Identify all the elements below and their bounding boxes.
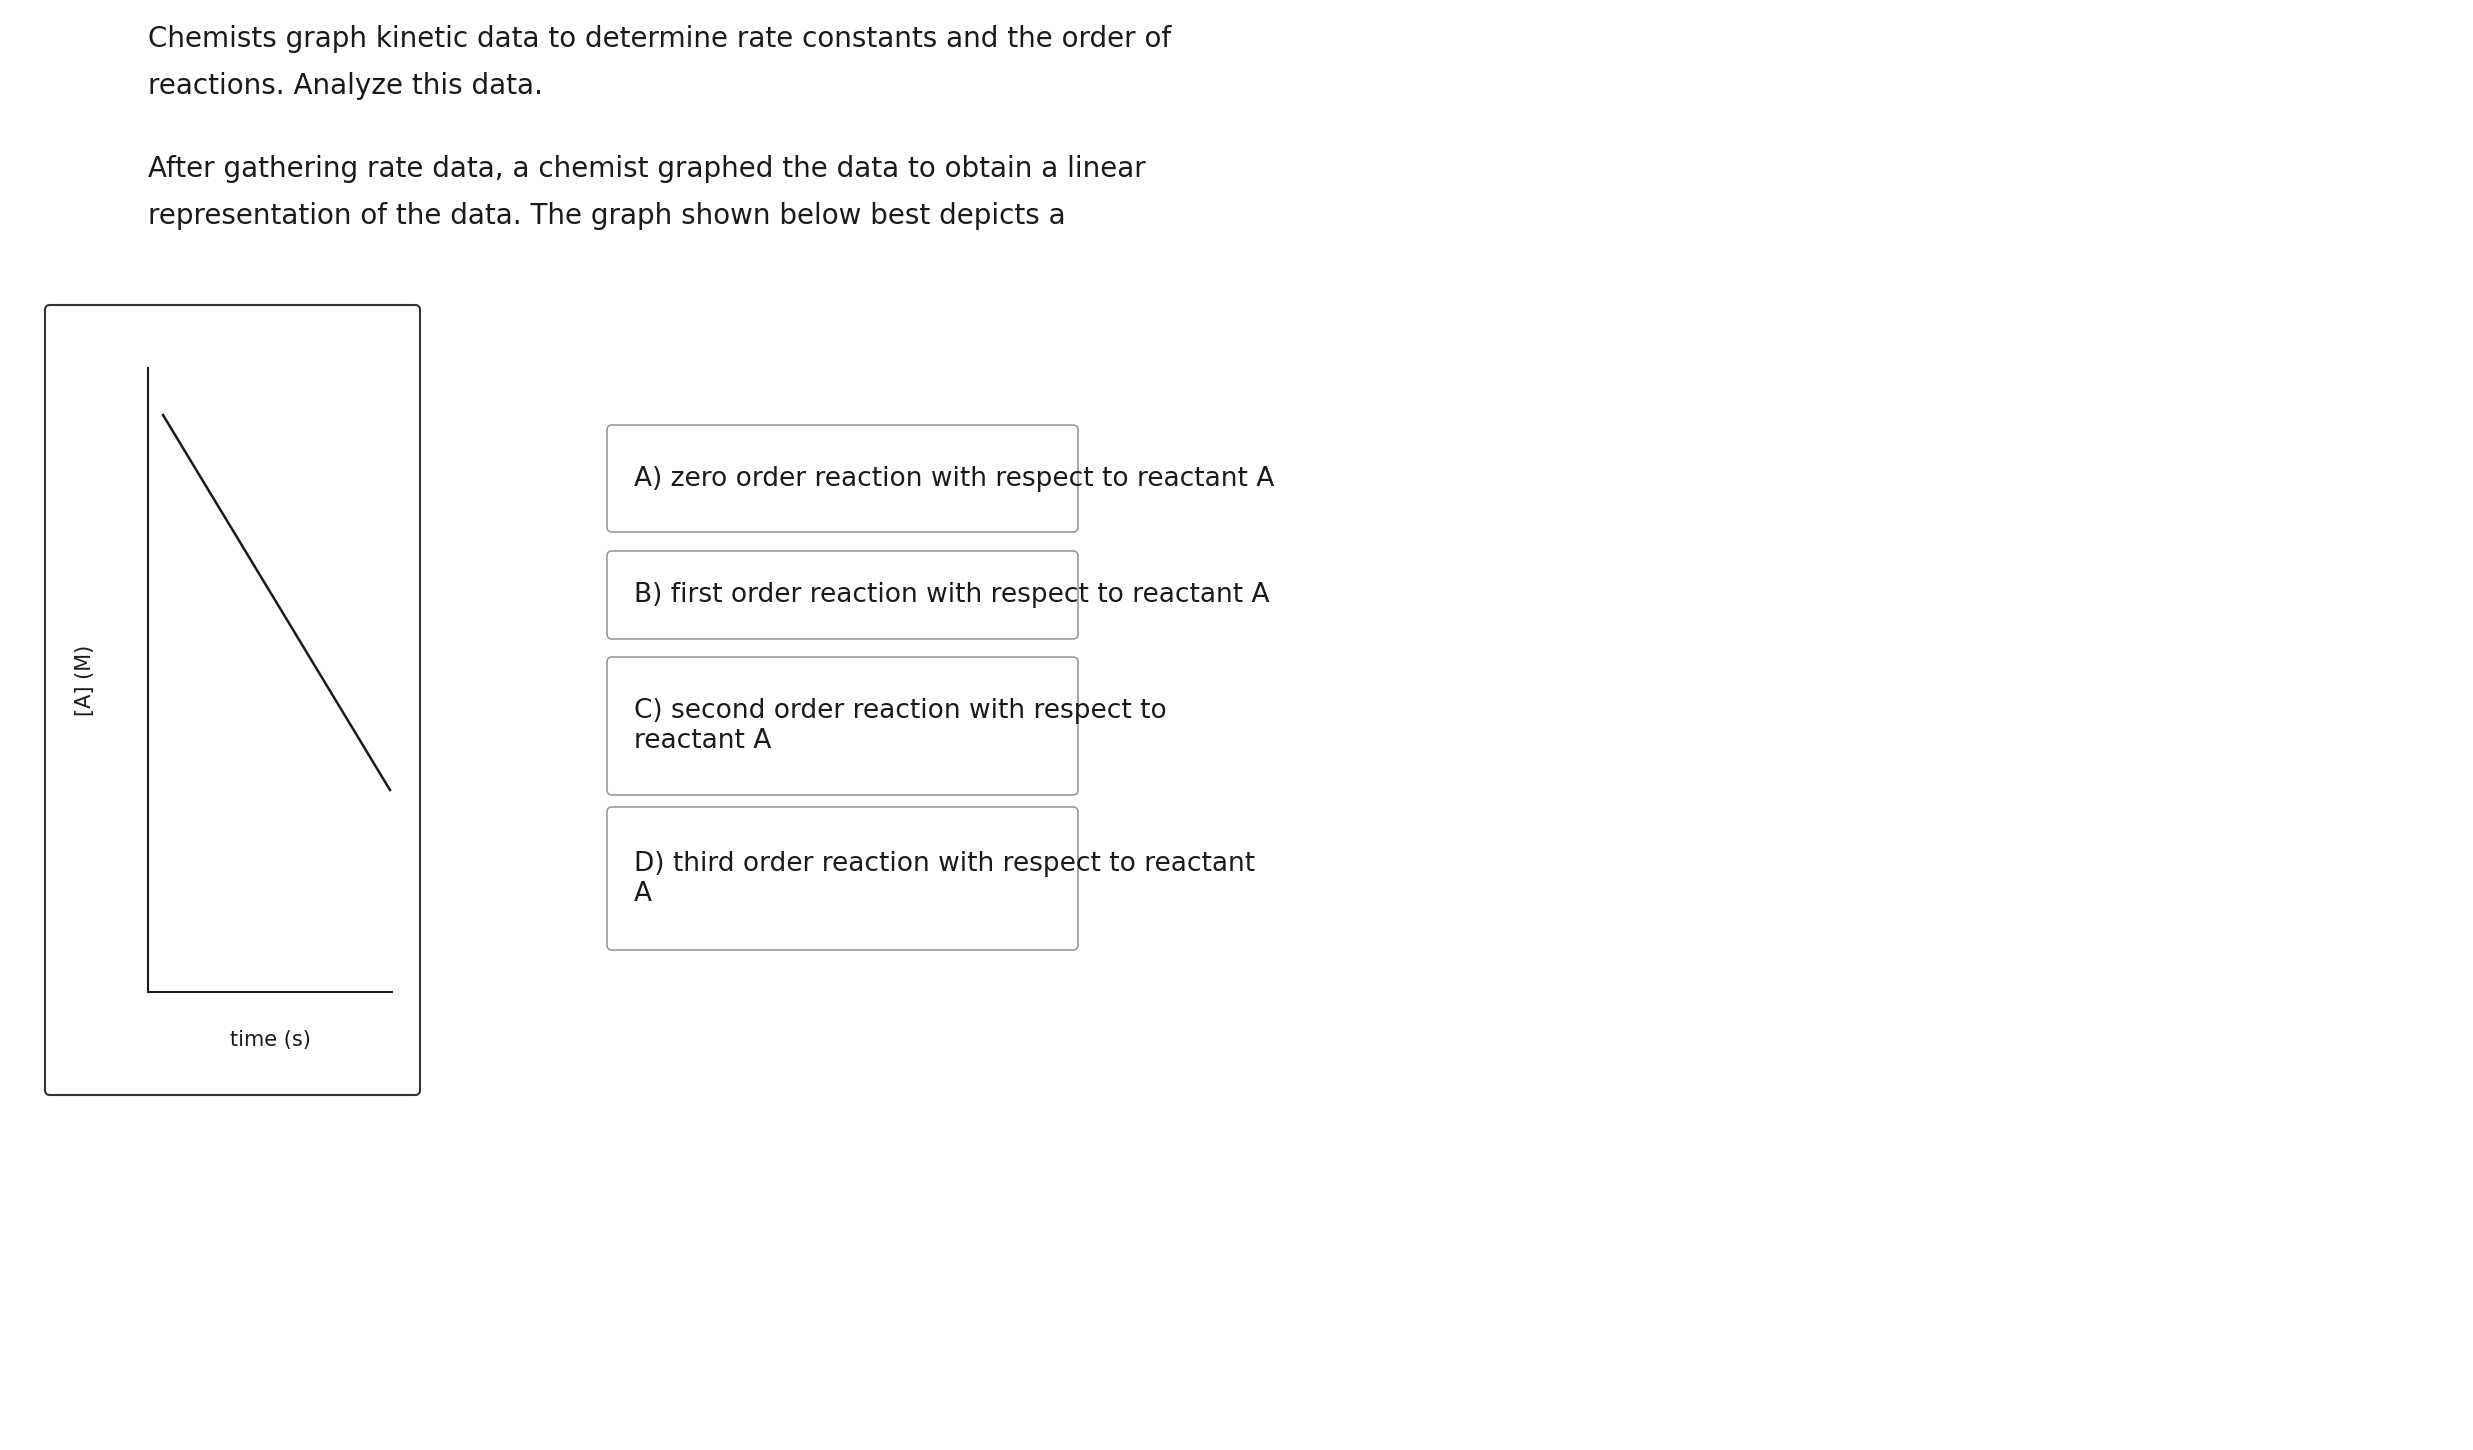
Text: After gathering rate data, a chemist graphed the data to obtain a linear: After gathering rate data, a chemist gra… <box>148 155 1145 183</box>
Text: D) third order reaction with respect to reactant
A: D) third order reaction with respect to … <box>633 851 1256 906</box>
Text: B) first order reaction with respect to reactant A: B) first order reaction with respect to … <box>633 581 1269 608</box>
Text: time (s): time (s) <box>230 1030 312 1050</box>
Text: reactions. Analyze this data.: reactions. Analyze this data. <box>148 72 544 100</box>
FancyBboxPatch shape <box>606 808 1078 950</box>
Text: A) zero order reaction with respect to reactant A: A) zero order reaction with respect to r… <box>633 465 1274 492</box>
FancyBboxPatch shape <box>606 425 1078 532</box>
Text: [A] (M): [A] (M) <box>74 644 94 716</box>
Text: representation of the data. The graph shown below best depicts a: representation of the data. The graph sh… <box>148 202 1066 231</box>
FancyBboxPatch shape <box>45 304 420 1095</box>
Text: C) second order reaction with respect to
reactant A: C) second order reaction with respect to… <box>633 697 1167 754</box>
FancyBboxPatch shape <box>606 657 1078 795</box>
FancyBboxPatch shape <box>606 551 1078 639</box>
Text: Chemists graph kinetic data to determine rate constants and the order of: Chemists graph kinetic data to determine… <box>148 25 1172 54</box>
